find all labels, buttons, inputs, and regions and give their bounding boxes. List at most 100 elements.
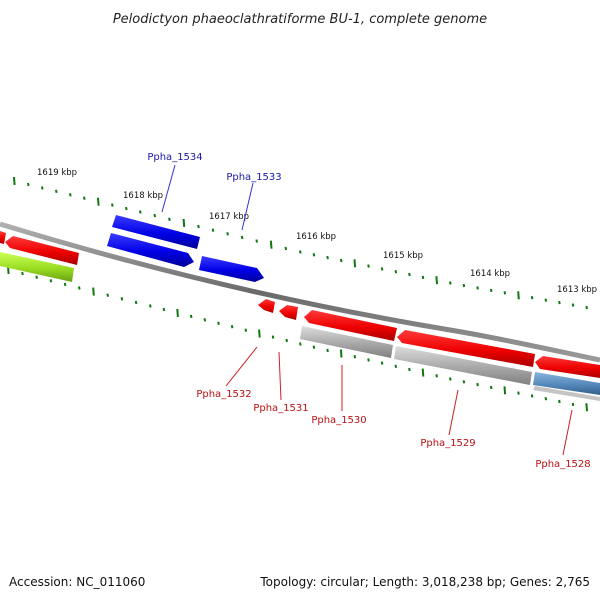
gene-ppha-1533-part[interactable] [107, 233, 194, 267]
inner-minor-tick [408, 367, 411, 372]
label-leader-lines [161, 164, 573, 456]
outer-minor-tick [503, 291, 507, 295]
inner-minor-tick [63, 282, 67, 287]
inner-minor-tick [285, 338, 288, 343]
scale-label-1615: 1615 kbp [383, 251, 423, 261]
inner-minor-tick [203, 318, 207, 322]
gene-ppha-1529[interactable] [397, 330, 535, 367]
outer-minor-tick [394, 270, 398, 274]
outer-major-tick [517, 291, 520, 300]
map-title: Pelodictyon phaeoclathratiforme BU-1, co… [113, 12, 487, 27]
inner-minor-tick [326, 348, 329, 353]
gene-ppha-1532[interactable] [258, 299, 275, 313]
label-ppha-1533[interactable]: Ppha_1533 [226, 172, 281, 183]
outer-minor-tick [284, 246, 288, 251]
label-ppha-1532[interactable]: Ppha_1532 [196, 389, 251, 400]
outer-minor-tick [139, 210, 142, 214]
outer-minor-tick [111, 203, 114, 207]
outer-minor-tick [408, 272, 411, 277]
inner-minor-tick [120, 297, 124, 301]
inner-minor-tick [380, 361, 384, 365]
scale-label-1613: 1613 kbp [557, 285, 597, 295]
outer-minor-tick [449, 281, 452, 285]
gene-ppha-1531[interactable] [279, 305, 298, 320]
outer-minor-tick [41, 186, 44, 190]
gene-ppha-1533[interactable] [199, 256, 264, 282]
gene-left-edge-fragment[interactable] [0, 231, 6, 244]
outer-scale-ticks [13, 176, 588, 310]
outer-minor-tick [240, 235, 244, 240]
outer-major-tick [269, 240, 273, 249]
inner-minor-tick [476, 382, 479, 387]
blue-gray-feature[interactable] [533, 372, 600, 395]
leader-ppha-1532 [225, 346, 258, 387]
scale-label-1614: 1614 kbp [470, 269, 510, 279]
inner-minor-tick [217, 321, 220, 325]
inner-minor-tick [106, 293, 109, 297]
scale-label-1619: 1619 kbp [37, 168, 77, 178]
inner-minor-tick [244, 328, 248, 332]
rna-feature-green[interactable] [0, 252, 74, 282]
scale-label-1616: 1616 kbp [296, 232, 336, 242]
outer-minor-tick [255, 239, 258, 243]
leader-ppha-1529 [448, 389, 459, 436]
inner-minor-tick [35, 275, 38, 279]
outer-minor-tick [544, 298, 548, 302]
gene-left-block[interactable] [5, 236, 79, 265]
outer-minor-tick [380, 267, 384, 271]
outer-minor-tick [476, 286, 479, 290]
leader-ppha-1528 [562, 409, 573, 456]
gene-ppha-1528[interactable] [535, 356, 600, 378]
inner-major-tick [339, 349, 343, 358]
outer-minor-tick [69, 193, 72, 197]
label-ppha-1529[interactable]: Ppha_1529 [420, 438, 475, 449]
leader-ppha-1531 [278, 351, 282, 401]
gene-ppha-1534[interactable] [112, 215, 200, 249]
label-ppha-1531[interactable]: Ppha_1531 [253, 403, 308, 414]
outer-major-tick [97, 197, 100, 206]
scale-label-1618: 1618 kbp [123, 191, 163, 201]
outer-minor-tick [489, 288, 493, 293]
inner-minor-tick [78, 286, 81, 290]
outer-minor-tick [530, 296, 534, 300]
gene-labels: Ppha_1534 Ppha_1533 Ppha_1532 Ppha_1531 … [147, 152, 590, 470]
inner-minor-tick [489, 385, 493, 390]
leader-ppha-1534 [161, 164, 176, 213]
outer-minor-tick [462, 283, 466, 288]
gray-feature-2[interactable] [394, 346, 532, 385]
gene-ppha-1530[interactable] [304, 310, 397, 341]
inner-minor-tick [149, 304, 152, 308]
outer-minor-tick [312, 253, 316, 257]
outer-minor-tick [197, 224, 200, 229]
accession-text: Accession: NC_011060 [9, 575, 145, 589]
gray-feature-1[interactable] [300, 326, 393, 358]
inner-scale-ticks [7, 265, 588, 412]
inner-minor-tick [544, 397, 548, 401]
label-ppha-1528[interactable]: Ppha_1528 [535, 459, 590, 470]
outer-minor-tick [55, 189, 58, 193]
inner-minor-tick [367, 358, 370, 362]
inner-major-tick [92, 287, 95, 296]
inner-minor-tick [394, 364, 398, 368]
outer-minor-tick [83, 196, 86, 200]
gray-feature-3[interactable] [533, 386, 600, 401]
forward-genes [107, 215, 264, 282]
outer-minor-tick [421, 275, 425, 280]
inner-major-tick [258, 329, 261, 338]
inner-minor-tick [230, 325, 234, 329]
other-features [0, 252, 600, 401]
label-ppha-1530[interactable]: Ppha_1530 [311, 415, 366, 426]
label-ppha-1534[interactable]: Ppha_1534 [147, 152, 202, 163]
leader-ppha-1533 [241, 182, 254, 231]
inner-minor-tick [435, 374, 438, 378]
inner-minor-tick [271, 335, 275, 339]
outer-minor-tick [367, 264, 370, 268]
inner-minor-tick [312, 345, 316, 349]
genome-backbone [0, 221, 600, 363]
inner-minor-tick [462, 380, 466, 384]
outer-major-tick [435, 276, 438, 285]
inner-major-tick [503, 386, 507, 395]
outer-major-tick [182, 218, 186, 227]
